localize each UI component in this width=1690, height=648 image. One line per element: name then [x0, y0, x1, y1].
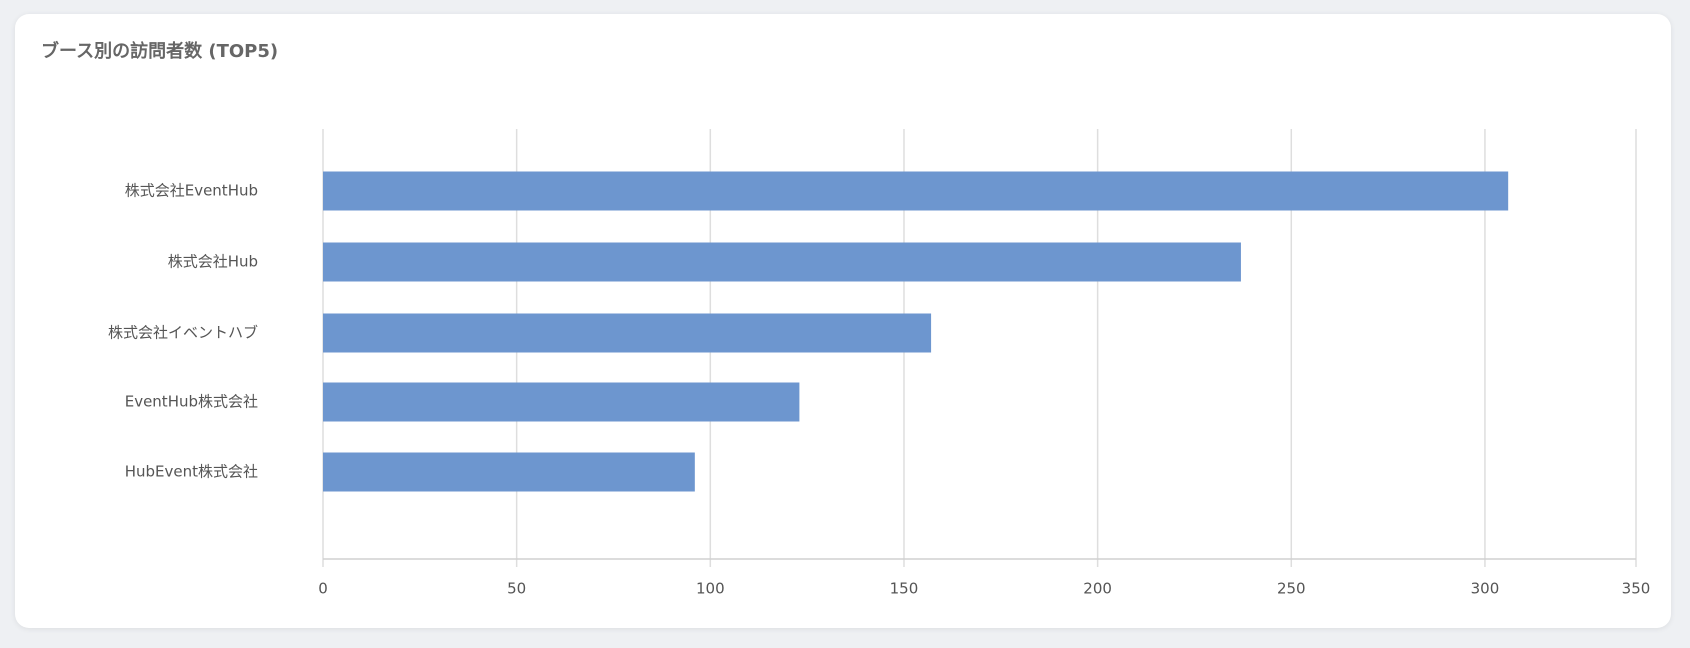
y-tick-label: 株式会社イベントハブ	[108, 324, 258, 342]
bar	[323, 242, 1241, 282]
bar	[323, 382, 800, 422]
x-tick-label: 50	[507, 580, 526, 598]
bar	[323, 171, 1509, 211]
x-tick-label: 200	[1083, 580, 1112, 598]
chart-title: ブース別の訪問者数 (TOP5)	[41, 40, 278, 62]
bar	[323, 313, 932, 353]
x-tick-label: 100	[696, 580, 725, 598]
y-tick-label: 株式会社EventHub	[125, 182, 258, 200]
x-tick-label: 0	[318, 580, 328, 598]
y-tick-label: EventHub株式会社	[125, 393, 258, 411]
x-tick-label: 350	[1622, 580, 1651, 598]
bar	[323, 452, 695, 492]
x-tick-label: 300	[1471, 580, 1500, 598]
x-tick-label: 150	[890, 580, 919, 598]
y-tick-label: HubEvent株式会社	[125, 463, 258, 481]
y-tick-label: 株式会社Hub	[168, 253, 258, 271]
x-tick-label: 250	[1277, 580, 1306, 598]
